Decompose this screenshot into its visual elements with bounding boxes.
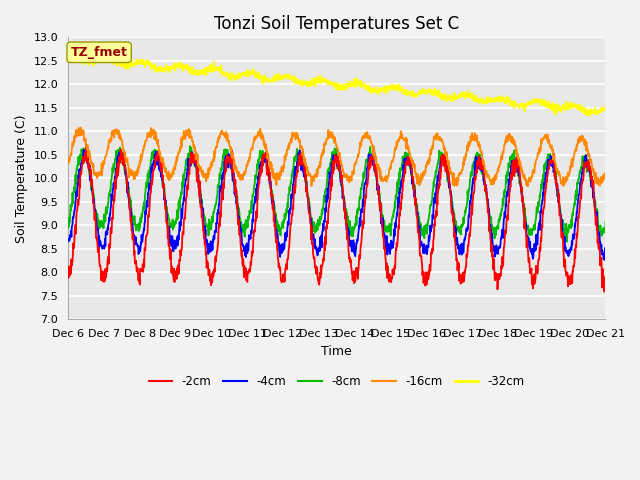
X-axis label: Time: Time <box>321 345 352 358</box>
Text: TZ_fmet: TZ_fmet <box>70 46 127 59</box>
Title: Tonzi Soil Temperatures Set C: Tonzi Soil Temperatures Set C <box>214 15 460 33</box>
Y-axis label: Soil Temperature (C): Soil Temperature (C) <box>15 114 28 242</box>
Legend: -2cm, -4cm, -8cm, -16cm, -32cm: -2cm, -4cm, -8cm, -16cm, -32cm <box>144 370 529 393</box>
